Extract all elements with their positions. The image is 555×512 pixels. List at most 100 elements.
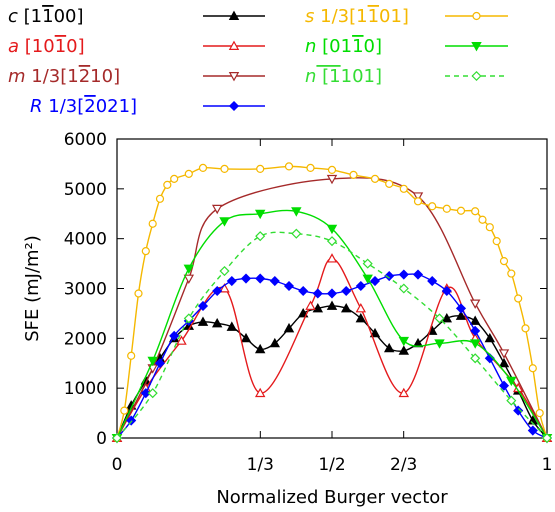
series-r-1-3-2021-point: [384, 270, 395, 282]
y-tick-label: 0: [96, 429, 107, 449]
series-r-1-3-2021-point: [197, 300, 209, 311]
series-a-10-10-point: [355, 302, 367, 313]
series-m-1-3-12-10-point: [412, 192, 424, 202]
x-tick-label: 2/3: [390, 455, 417, 475]
axes: 0 1000 2000 3000 4000 5000 6000 0 1/3 1/2 2/3 1: [64, 130, 553, 475]
series-n-11-01-line: [116, 231, 548, 439]
series-s-1-3-11-01-point: [456, 206, 466, 215]
legend-label: n [0110]: [305, 36, 382, 57]
series-s-1-3-11-01-point: [120, 406, 129, 415]
series-c-1-00-point: [469, 315, 481, 325]
y-tick-label: 4000: [64, 230, 107, 250]
series-r-1-3-2021-point: [298, 285, 309, 297]
series-n-01-10-point: [469, 339, 481, 349]
series-r-1-3-2021-point: [398, 269, 409, 280]
series-r-1-3-2021-point: [283, 280, 295, 292]
series-m-1-3-12-10-point: [211, 204, 223, 215]
legend-item-a-10-10: a [1010]: [8, 36, 265, 57]
legend-item-c-1-00: c [1100]: [8, 6, 265, 27]
series-s-1-3-11-01-point: [256, 164, 265, 173]
series-c-1-00-point: [269, 337, 281, 348]
series-m-1-3-12-10-point: [326, 174, 338, 185]
series-s-1-3-11-01-point: [442, 204, 451, 213]
series-m-1-3-12-10-point: [498, 349, 510, 359]
series-n-11-01-point: [506, 395, 517, 406]
series-r-1-3-2021-point: [513, 405, 524, 416]
legend-label: n [1101]: [305, 66, 382, 87]
series-s-1-3-11-01-point: [134, 289, 143, 298]
series-s-1-3-11-01-point: [184, 169, 193, 178]
x-tick-label: 0: [112, 455, 123, 475]
series-n-01-10-point: [506, 376, 517, 387]
series-r-1-3-2021-point: [140, 388, 151, 399]
legend-marker-sample: [471, 42, 482, 52]
series-n-01-10-point: [362, 274, 373, 284]
legend-label: R 1/3[2021]: [30, 96, 137, 117]
legend-marker-sample: [228, 100, 240, 112]
legend-marker-sample: [471, 70, 482, 82]
series-s-1-3-11-01-point: [499, 256, 509, 266]
series-r-1-3-2021-point: [126, 415, 137, 426]
series-r-1-3-2021-point: [341, 285, 352, 297]
series-r-1-3-2021-point: [498, 380, 510, 391]
series-n-01-10-point: [147, 356, 158, 367]
series-n-11-01-point: [255, 231, 266, 242]
series-r-1-3-2021-point: [169, 330, 180, 341]
series-c-1-00-point: [326, 300, 338, 310]
y-axis-label: SFE (mJ/m²): [22, 235, 43, 342]
series-n-11-01-point: [362, 258, 373, 269]
series-r-1-3-2021-point: [527, 425, 538, 436]
y-tick-label: 6000: [64, 130, 107, 150]
series-n-11-01-point: [541, 432, 553, 444]
series-c-1-00-point: [455, 310, 467, 320]
series-c-1-00-point: [226, 321, 238, 331]
series-n-11-01-point: [111, 432, 123, 444]
series-layer: [111, 162, 553, 444]
series-a-10-10-point: [305, 300, 316, 310]
series-r-1-3-2021: [111, 269, 553, 444]
series-s-1-3-11-01-point: [385, 179, 394, 188]
series-r-1-3-2021-point: [255, 273, 266, 284]
series-c-1-00-point: [355, 312, 367, 323]
series-c-1-00-point: [398, 345, 410, 355]
series-n-01-10-point: [291, 207, 302, 217]
series-r-1-3-2021-point: [240, 273, 252, 284]
series-s-1-3-11-01-point: [428, 202, 437, 211]
series-n-11-01-point: [434, 313, 445, 324]
series-c-1-00-point: [441, 312, 453, 323]
series-s-1-3-11-01-point: [198, 163, 208, 173]
legend-item-r-1-3-2021: R 1/3[2021]: [30, 96, 265, 117]
series-r-1-3-2021-point: [355, 280, 366, 292]
series-r-1-3-2021-point: [470, 325, 481, 336]
series-s-1-3-11-01-point: [492, 237, 501, 246]
series-s-1-3-11-01-point: [521, 324, 530, 333]
legend-item-n-01-10: n [0110]: [305, 36, 508, 57]
legend-label: m 1/3[1210]: [8, 66, 120, 87]
series-r-1-3-2021-point: [326, 288, 338, 299]
series-s-1-3-11-01-point: [471, 207, 480, 216]
series-n-11-01-point: [291, 228, 302, 239]
legend-label: s 1/3[1101]: [305, 6, 409, 27]
y-tick-label: 5000: [64, 180, 107, 200]
series-a-10-10-point: [254, 387, 266, 398]
series-s-1-3-11-01-point: [306, 163, 315, 173]
series-r-1-3-2021-point: [212, 285, 223, 297]
series-s-1-3-11-01-point: [163, 180, 172, 189]
series-c-1-00-point: [484, 332, 496, 343]
x-tick-label: 1/2: [318, 455, 345, 475]
series-a-10-10-point: [176, 335, 187, 345]
series-a-10-10-point: [398, 387, 410, 398]
series-c-1-00-point: [498, 357, 510, 368]
series-m-1-3-12-10-point: [469, 299, 481, 309]
series-s-1-3-11-01-point: [349, 170, 358, 179]
series-c-1-00-point: [312, 302, 324, 313]
series-s-1-3-11-01-point: [155, 194, 165, 203]
legend-label: a [1010]: [8, 36, 85, 57]
series-r-1-3-2021-point: [269, 275, 280, 287]
legend-item-n-11-01: n [1101]: [305, 66, 508, 87]
series-c-1-00-line: [116, 305, 548, 439]
y-tick-label: 3000: [64, 280, 107, 300]
series-c-1-00-point: [283, 322, 295, 333]
series-r-1-3-2021-point: [427, 275, 438, 287]
